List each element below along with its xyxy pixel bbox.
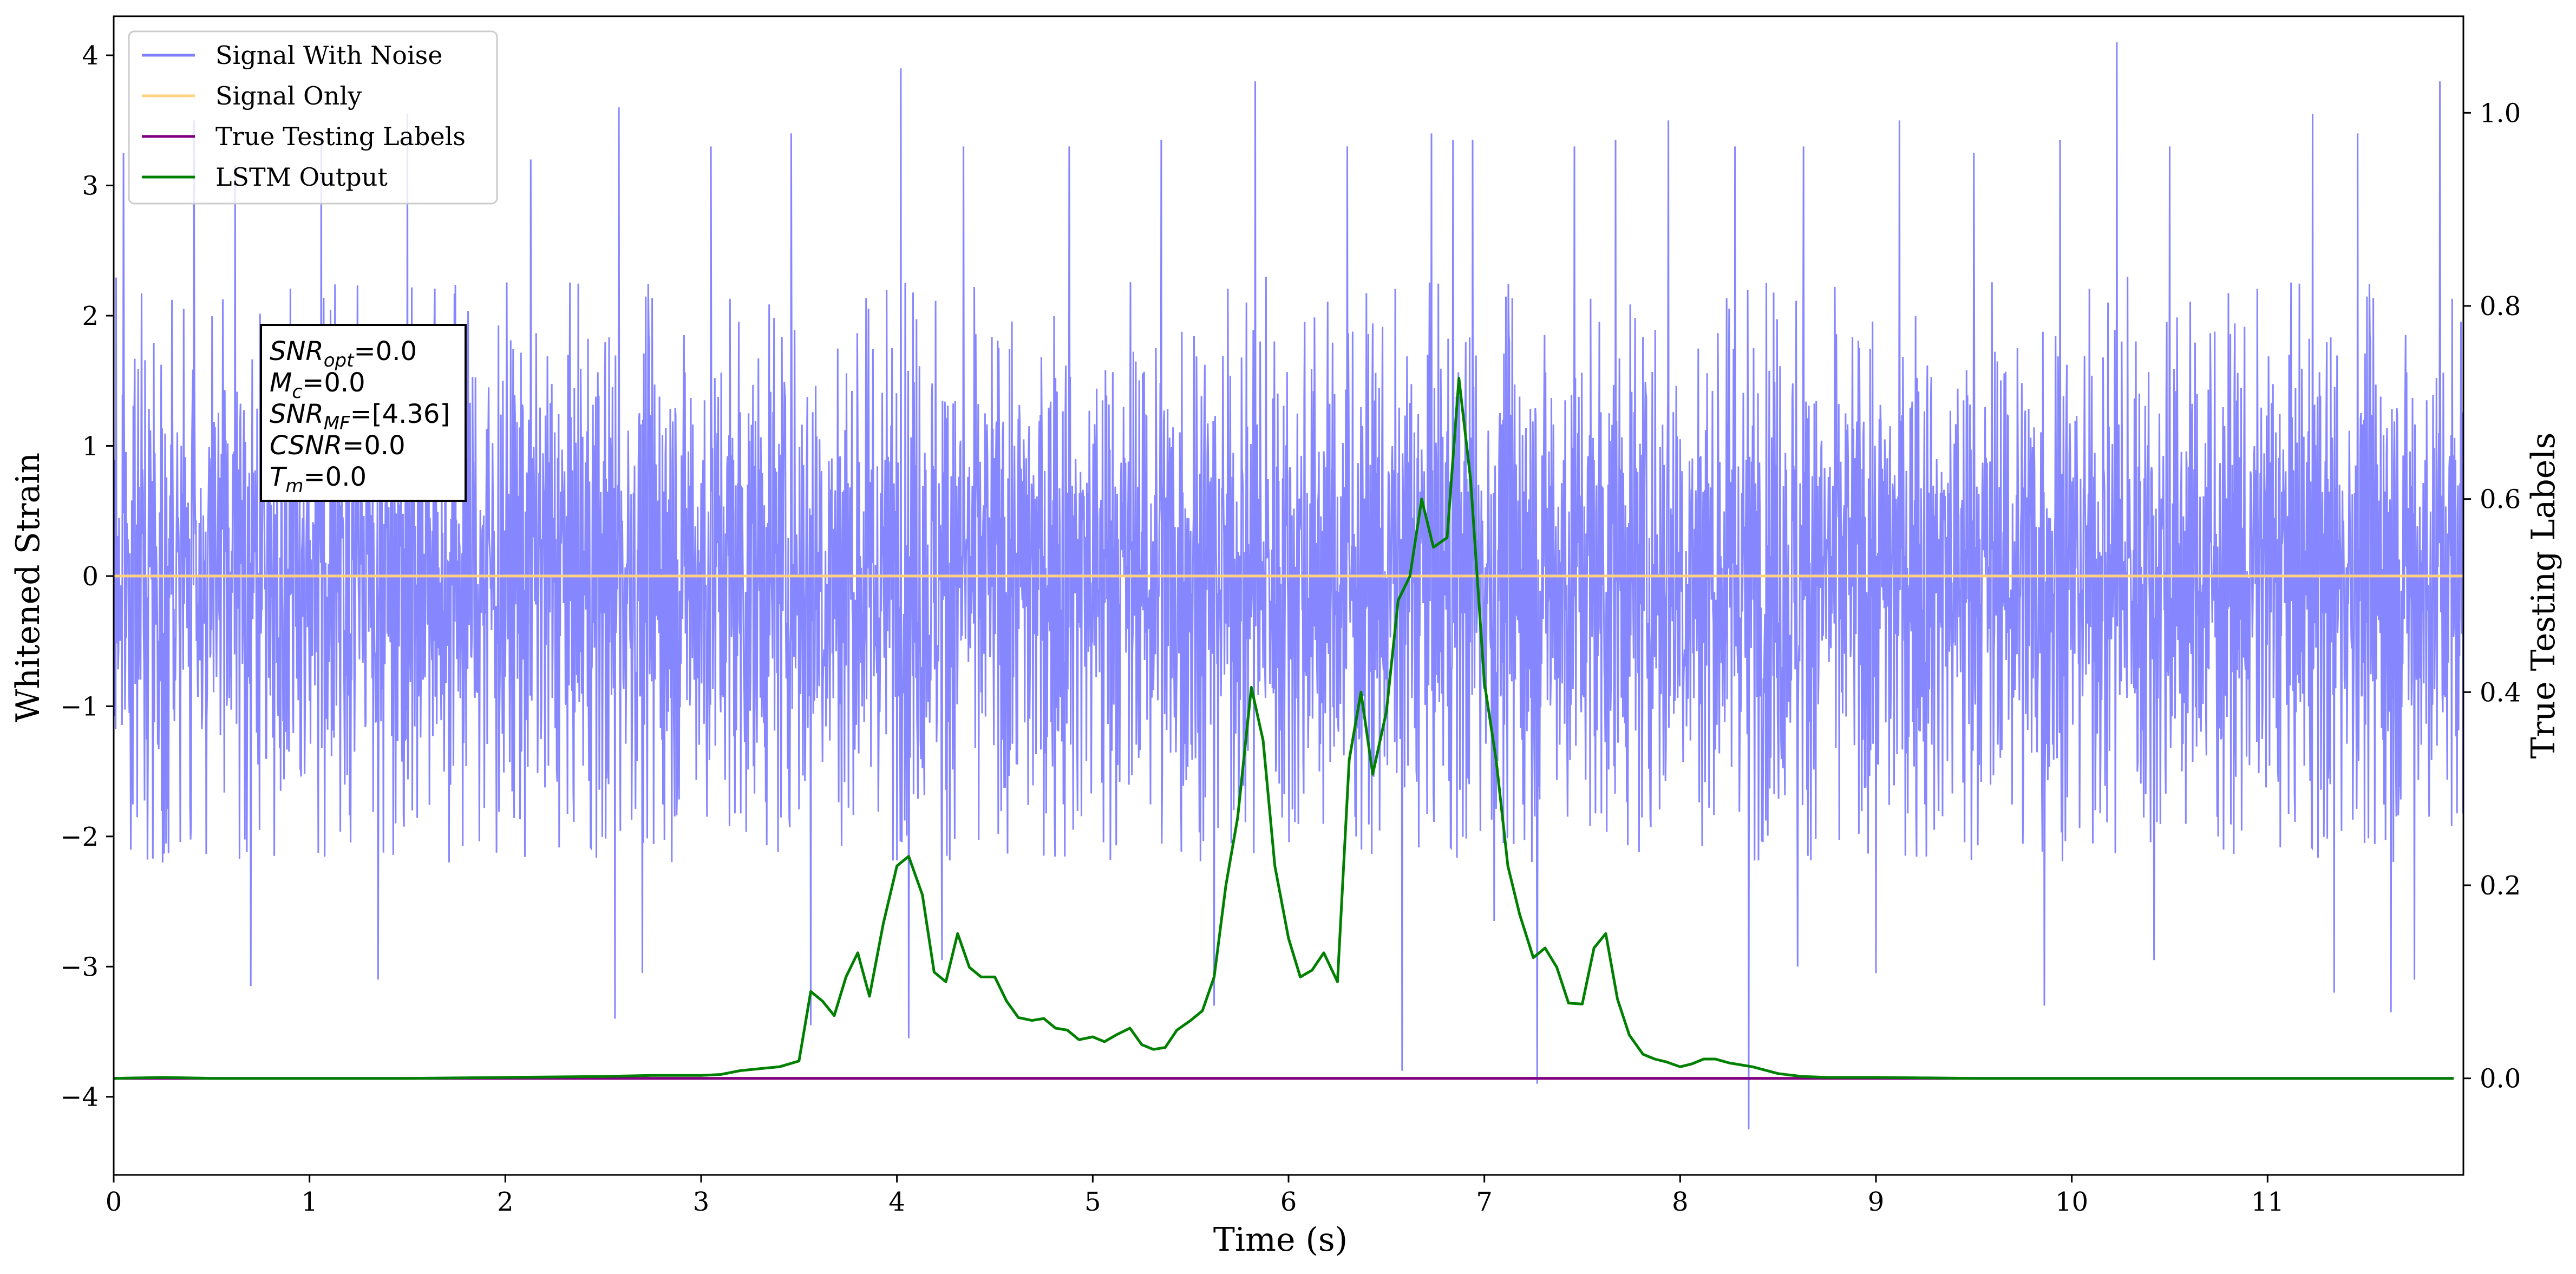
series-lstm-output <box>114 377 2454 1080</box>
annotation-frame <box>260 324 467 502</box>
x-tick-label: 5 <box>1084 1187 1101 1217</box>
y-left-tick-label: 4 <box>82 41 99 71</box>
y-left-tick-label: 1 <box>82 431 99 461</box>
stats-annotation-box: SNRopt=0.0Mc=0.0SNRMF=[4.36]CSNR=0.0Tm=0… <box>260 324 467 502</box>
y-left-tick-label: 0 <box>82 561 99 592</box>
x-tick-label: 8 <box>1672 1187 1689 1217</box>
annotation-line: SNRMF=[4.36] <box>270 399 450 434</box>
y-left-tick-label: 2 <box>82 301 99 331</box>
y-axis-right: 0.0 0.2 0.4 0.6 0.8 1.0 <box>2463 98 2521 1094</box>
series-signal-with-noise <box>114 42 2463 1129</box>
y-right-tick-label: 1.0 <box>2480 98 2521 128</box>
annotation-line: Mc=0.0 <box>270 368 365 403</box>
y-right-tick-label: 0.2 <box>2480 871 2521 901</box>
y-left-tick-label: −2 <box>60 822 99 852</box>
y-right-tick-label: 0.8 <box>2480 291 2521 322</box>
x-tick-label: 2 <box>497 1187 514 1217</box>
y-left-tick-label: −4 <box>60 1082 99 1113</box>
legend-label-signal-with-noise: Signal With Noise <box>215 41 442 70</box>
y-left-tick-label: −1 <box>60 691 99 722</box>
y-left-tick-label: −3 <box>60 952 99 982</box>
plot-area <box>114 42 2463 1129</box>
x-axis: 0 1 2 3 4 5 6 7 8 9 10 11 <box>106 1175 2284 1217</box>
legend-label-true-testing-labels: True Testing Labels <box>215 122 466 151</box>
x-tick-label: 4 <box>888 1187 905 1217</box>
x-tick-label: 7 <box>1476 1187 1493 1217</box>
annotation-line: CSNR=0.0 <box>270 430 406 461</box>
x-tick-label: 9 <box>1868 1187 1885 1217</box>
y-left-tick-label: 3 <box>82 171 99 201</box>
x-tick-label: 3 <box>693 1187 710 1217</box>
legend: Signal With Noise Signal Only True Testi… <box>128 30 498 205</box>
annotation-line: SNRopt=0.0 <box>270 336 417 371</box>
y-right-tick-label: 0.0 <box>2480 1064 2521 1094</box>
legend-label-lstm-output: LSTM Output <box>215 162 388 192</box>
legend-box <box>128 30 498 205</box>
x-tick-label: 1 <box>301 1187 318 1217</box>
x-tick-label: 6 <box>1280 1187 1297 1217</box>
y-right-tick-label: 0.4 <box>2480 677 2521 708</box>
x-tick-label: 11 <box>2251 1187 2284 1217</box>
y-axis-left: −4 −3 −2 −1 0 1 2 3 4 <box>60 41 114 1113</box>
y-right-tick-label: 0.6 <box>2480 485 2521 515</box>
y-axis-left-title: Whitened Strain <box>9 453 47 722</box>
annotation-line: Tm=0.0 <box>270 462 367 497</box>
x-tick-label: 0 <box>106 1187 122 1217</box>
legend-label-signal-only: Signal Only <box>215 81 362 110</box>
y-axis-right-title: True Testing Labels <box>2525 433 2562 759</box>
x-tick-label: 10 <box>2055 1187 2088 1217</box>
x-axis-title: Time (s) <box>1213 1221 1348 1259</box>
